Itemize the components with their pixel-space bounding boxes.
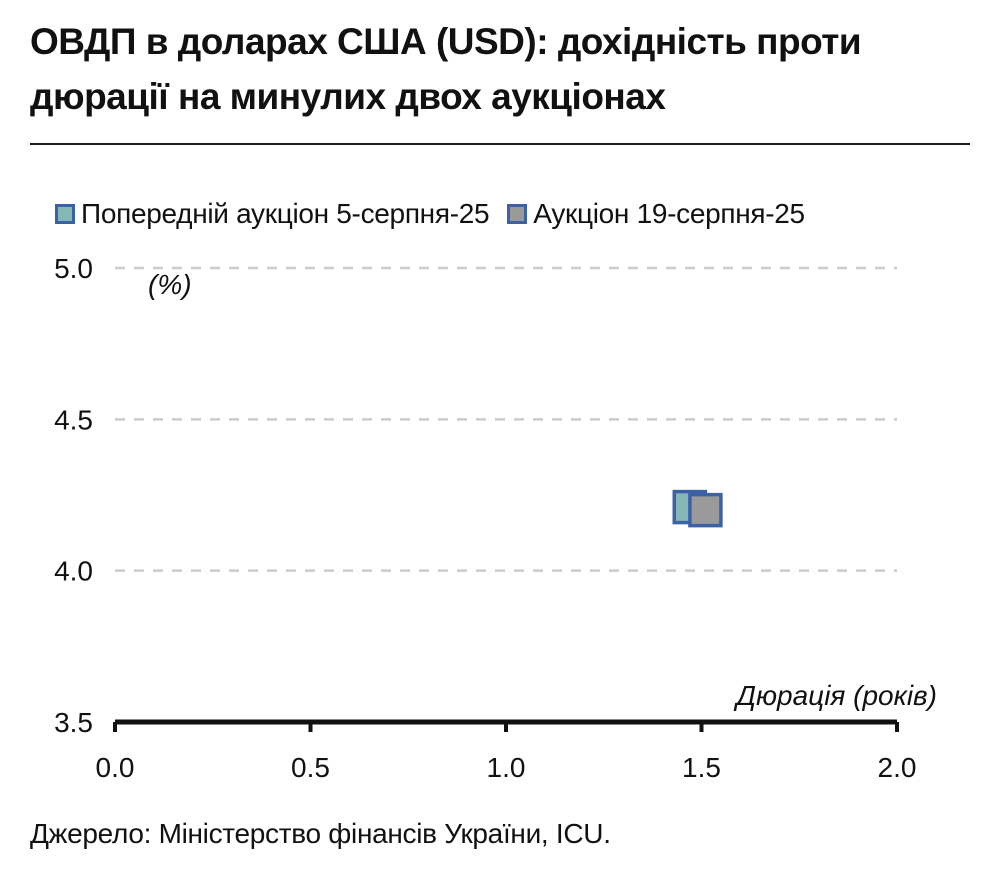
source-note: Джерело: Міністерство фінансів України, …: [30, 818, 611, 849]
x-axis: [113, 719, 899, 732]
legend-label-current: Аукціон 19-серпня-25: [533, 198, 805, 229]
y-tick-label-3.5: 3.5: [54, 707, 93, 738]
y-tick-label-4.5: 4.5: [54, 404, 93, 435]
legend-item-current-auction: Аукціон 19-серпня-25: [507, 198, 805, 230]
legend-swatch-current: [507, 204, 528, 224]
legend-label-previous: Попередній аукціон 5-серпня-25: [81, 198, 490, 229]
data-point-series-1-0: [688, 492, 723, 528]
chart-legend: Попередній аукціон 5-серпня-25 Аукціон 1…: [55, 194, 823, 234]
legend-item-previous-auction: Попередній аукціон 5-серпня-25: [55, 198, 490, 230]
x-tick-label-0.0: 0.0: [96, 752, 135, 783]
grid-lines: [115, 266, 897, 572]
tick-labels: 3.5 4.0 4.5 5.0 0.0 0.5 1.0 1.5 2.0: [54, 253, 916, 783]
x-tick-label-2.0: 2.0: [878, 752, 917, 783]
y-tick-label-4.0: 4.0: [54, 556, 93, 587]
data-points: [672, 489, 723, 528]
x-axis-title: Дюрація (років): [733, 680, 937, 711]
x-tick-label-1.5: 1.5: [682, 752, 721, 783]
title-divider: [30, 143, 970, 145]
legend-swatch-previous: [55, 204, 75, 224]
x-tick-label-0.5: 0.5: [291, 752, 330, 783]
y-tick-label-5.0: 5.0: [54, 253, 93, 284]
y-axis-unit-label: (%): [148, 269, 192, 300]
x-tick-label-1.0: 1.0: [487, 752, 526, 783]
chart-title: ОВДП в доларах США (USD): дохідність про…: [30, 21, 862, 117]
